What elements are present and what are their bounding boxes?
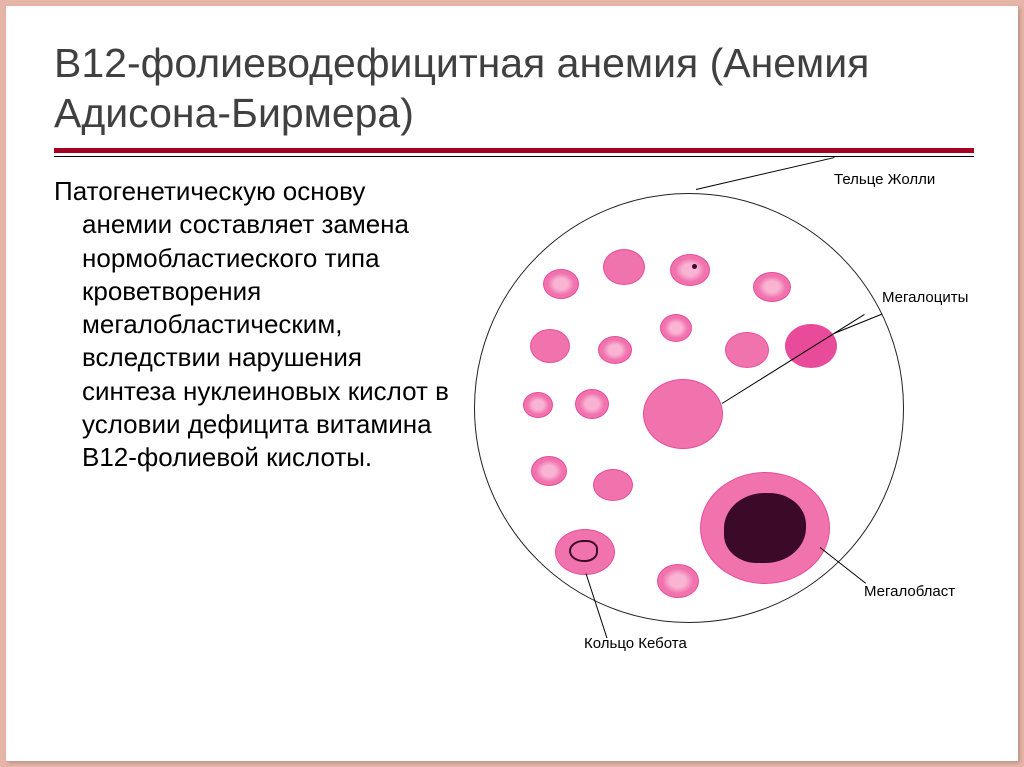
erythrocyte [603, 249, 645, 285]
cabot-ring-cell [555, 529, 615, 575]
erythrocyte [753, 272, 791, 302]
label-jolly: Тельце Жолли [834, 171, 935, 188]
erythrocyte [598, 336, 632, 364]
label-megalocytes: Мегалоциты [882, 289, 968, 306]
erythrocyte [725, 332, 769, 368]
label-cabot: Кольцо Кебота [584, 635, 687, 652]
erythrocyte [660, 314, 692, 342]
microscope-field [474, 193, 904, 623]
megaloblast-cell [700, 472, 830, 584]
label-megaloblast: Мегалобласт [864, 583, 955, 600]
erythrocyte [543, 269, 579, 299]
erythrocyte [657, 564, 699, 598]
erythrocyte [575, 389, 609, 419]
content-row: Патогенетическую основу анемии составляе… [54, 175, 974, 695]
slide-inner: В12-фолиеводефицитная анемия (Анемия Ади… [6, 6, 1018, 761]
blood-smear-diagram: Тельце Жолли Мегалоциты Мегалобласт Коль… [464, 175, 974, 695]
rule-thin [54, 156, 974, 157]
erythrocyte [530, 329, 570, 363]
erythrocyte [593, 469, 633, 501]
body-text: Патогенетическую основу анемии составляе… [54, 175, 454, 695]
erythrocyte [531, 456, 567, 486]
cabot-ring [569, 540, 598, 562]
rule-thick [54, 148, 974, 153]
jolly-body-cell [670, 254, 710, 286]
slide-background: В12-фолиеводефицитная анемия (Анемия Ади… [0, 0, 1024, 767]
erythrocyte [523, 392, 553, 418]
leader-jolly [696, 157, 835, 190]
jolly-body [692, 264, 697, 269]
slide-title: В12-фолиеводефицитная анемия (Анемия Ади… [54, 38, 974, 138]
megalocyte-large [643, 379, 723, 449]
megaloblast-nucleus [724, 493, 806, 563]
